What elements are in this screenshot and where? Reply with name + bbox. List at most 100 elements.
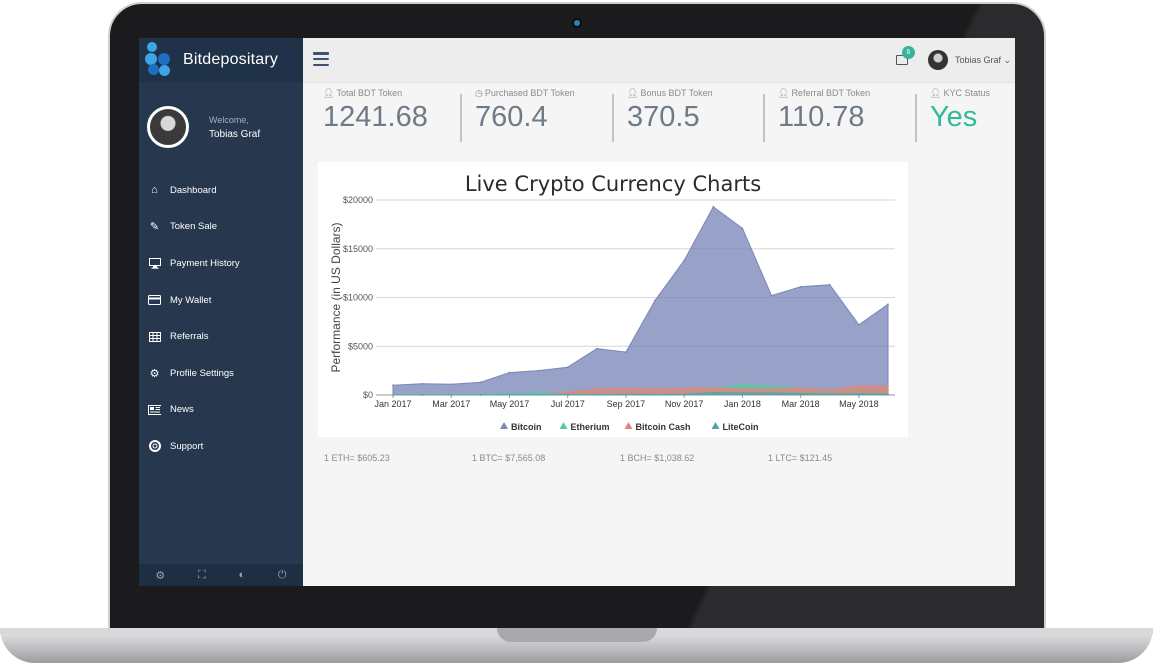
x-tick-label: Sep 2017 xyxy=(607,399,646,409)
data-point-bitcoin-cash xyxy=(712,387,715,390)
data-point-litecoin xyxy=(770,392,773,394)
data-point-litecoin xyxy=(799,392,802,395)
credit-card-icon xyxy=(148,294,161,307)
data-point-litecoin xyxy=(857,392,860,395)
data-point-bitcoin-cash xyxy=(799,387,802,390)
stat-value: Yes xyxy=(930,101,978,133)
user-icon: 👤︎ xyxy=(930,88,942,98)
profile: Welcome, Tobias Graf xyxy=(139,82,303,172)
stat-label: Bonus BDT Token xyxy=(640,88,713,98)
stat-value: 760.4 xyxy=(475,101,548,133)
fullscreen-icon[interactable]: ⛶ xyxy=(198,568,206,581)
brand-name: Bitdepositary xyxy=(183,51,279,68)
y-tick-label: $5000 xyxy=(348,341,373,351)
x-tick-label: Jan 2018 xyxy=(724,399,761,409)
divider xyxy=(915,94,917,142)
eye-slash-icon[interactable]: ◐ xyxy=(238,569,246,581)
brand[interactable]: Bitdepositary xyxy=(139,38,303,82)
x-tick-label: May 2017 xyxy=(490,399,530,409)
series-area-bitcoin xyxy=(392,206,889,396)
data-point-bitcoin xyxy=(799,285,802,288)
clock-icon: ◷ xyxy=(475,88,483,98)
data-point-bitcoin-cash xyxy=(741,388,744,391)
rate-eth: 1 ETH= $605.23 xyxy=(324,453,390,463)
data-point-litecoin xyxy=(712,391,715,394)
y-tick-label: $20000 xyxy=(343,195,373,205)
sidebar-item-label: Profile Settings xyxy=(170,367,234,379)
power-icon[interactable]: ⏻ xyxy=(277,568,287,581)
divider xyxy=(763,94,765,142)
sidebar-item-label: Dashboard xyxy=(170,184,217,196)
sidebar-item-support[interactable]: Support xyxy=(139,428,303,465)
data-point-litecoin xyxy=(392,394,394,396)
sidebar-item-payment-history[interactable]: Payment History xyxy=(139,245,303,282)
sidebar-footer: ⚙ ⛶ ◐ ⏻ xyxy=(139,564,303,586)
sidebar-item-label: News xyxy=(170,404,194,416)
topbar: 6 Tobias Graf ⌄ xyxy=(303,38,1015,83)
y-tick-label: $10000 xyxy=(343,293,373,303)
data-point-bitcoin xyxy=(392,384,394,387)
stat-total-bdt: 👤︎ Total BDT Token 1241.68 xyxy=(323,88,428,134)
stat-kyc-status: 👤︎ KYC Status Yes xyxy=(930,88,990,134)
data-point-bitcoin xyxy=(683,259,686,262)
data-point-bitcoin xyxy=(595,347,598,350)
topbar-user-menu[interactable]: Tobias Graf ⌄ xyxy=(955,55,1011,66)
stat-label: Purchased BDT Token xyxy=(484,88,575,98)
data-point-litecoin xyxy=(683,393,686,396)
data-point-bitcoin xyxy=(508,371,511,374)
hamburger-menu-icon[interactable] xyxy=(313,52,329,67)
data-point-bitcoin xyxy=(887,303,889,306)
sidebar-item-referrals[interactable]: Referrals xyxy=(139,318,303,355)
crypto-area-chart: $0 $5000 $10000 $15000 $20000 Performance (in… xyxy=(329,195,895,432)
topbar-avatar[interactable] xyxy=(928,50,948,70)
sidebar-item-news[interactable]: News xyxy=(139,392,303,429)
notification-badge: 6 xyxy=(902,46,915,59)
data-point-bitcoin xyxy=(741,227,744,230)
data-point-litecoin xyxy=(421,394,424,396)
data-point-litecoin xyxy=(566,393,569,396)
user-icon: 👤︎ xyxy=(323,88,335,98)
lifebuoy-icon xyxy=(148,440,161,453)
data-point-litecoin xyxy=(828,392,831,395)
stat-value: 370.5 xyxy=(627,101,700,133)
divider xyxy=(460,94,462,142)
x-tick-label: May 2018 xyxy=(839,399,879,409)
data-point-bitcoin-cash xyxy=(887,385,889,388)
sidebar-item-label: My Wallet xyxy=(170,294,212,306)
stat-value: 1241.68 xyxy=(323,101,428,133)
data-point-bitcoin-cash xyxy=(625,387,627,390)
data-point-bitcoin xyxy=(654,299,656,302)
stat-referral-bdt: 👤︎ Referral BDT Token 110.78 xyxy=(778,88,870,134)
data-point-litecoin xyxy=(450,394,453,396)
data-point-litecoin xyxy=(595,393,598,396)
rate-ltc: 1 LTC= $121.45 xyxy=(768,453,833,463)
data-point-bitcoin xyxy=(857,323,860,326)
y-tick-label: $15000 xyxy=(343,244,373,254)
chevron-down-icon: ⌄ xyxy=(1003,55,1012,65)
x-tick-label: Jul 2017 xyxy=(551,399,585,409)
logo-icon xyxy=(145,42,173,78)
stat-purchased-bdt: ◷ Purchased BDT Token 760.4 xyxy=(475,88,575,134)
x-tick-label: Mar 2017 xyxy=(432,399,470,409)
avatar[interactable] xyxy=(147,106,189,148)
data-point-litecoin xyxy=(625,393,627,396)
legend-label-etherium: Etherium xyxy=(571,422,610,432)
sidebar-item-label: Support xyxy=(170,440,204,452)
x-tick-label: Jan 2017 xyxy=(374,399,411,409)
sidebar-item-token-sale[interactable]: ✎ Token Sale xyxy=(139,209,303,246)
gear-icon[interactable]: ⚙ xyxy=(155,569,166,582)
chart-card: Live Crypto Currency Charts $0 $5000 $1000… xyxy=(318,162,908,437)
data-point-bitcoin-cash xyxy=(828,389,831,392)
data-point-litecoin xyxy=(654,393,656,396)
data-point-bitcoin-cash xyxy=(654,388,656,391)
sidebar-item-my-wallet[interactable]: My Wallet xyxy=(139,282,303,319)
legend-label-bitcoin: Bitcoin xyxy=(511,422,542,432)
data-point-bitcoin xyxy=(770,294,773,297)
sidebar-nav: ⌂ Dashboard ✎ Token Sale Payment History M… xyxy=(139,172,303,465)
sidebar-item-profile-settings[interactable]: ⚙ Profile Settings xyxy=(139,355,303,392)
stats-row: 👤︎ Total BDT Token 1241.68 ◷ Purchased BDT… xyxy=(303,82,1015,144)
sidebar-item-label: Payment History xyxy=(170,257,240,269)
legend-marker-etherium xyxy=(559,422,568,429)
sidebar-item-dashboard[interactable]: ⌂ Dashboard xyxy=(139,172,303,209)
stat-label: Total BDT Token xyxy=(336,88,403,98)
